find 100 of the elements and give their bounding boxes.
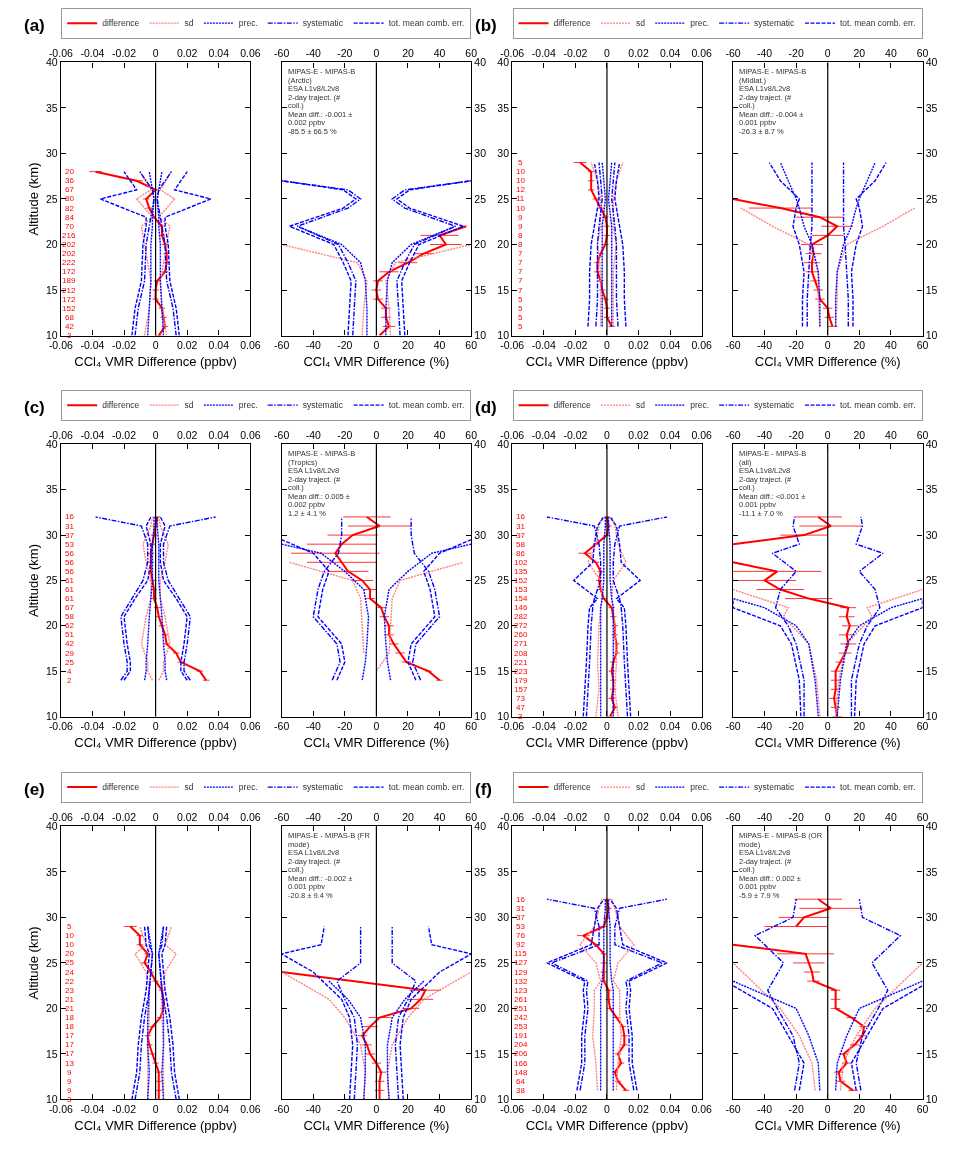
annotation: 5 — [518, 304, 523, 313]
annotation: 253 — [514, 1022, 528, 1031]
legend-label: tot. mean comb. err. — [388, 400, 465, 411]
x2-tick-label: 0.02 — [628, 720, 649, 733]
x2-tick-label: 0.02 — [176, 339, 198, 352]
x-tick-label: -0.04 — [531, 811, 556, 824]
x2-tick-label: 20 — [853, 1103, 866, 1116]
annotation: 2 — [67, 676, 72, 685]
annotation: 5 — [518, 158, 523, 167]
legend-label: sd — [635, 400, 646, 411]
y-tick-label: 20 — [925, 1002, 938, 1015]
x2-tick-label: 0.06 — [691, 720, 713, 733]
annotation: 16 — [516, 512, 526, 521]
annotation: 7 — [518, 258, 523, 267]
annotation: 261 — [514, 995, 528, 1004]
x-tick-label: -0.02 — [563, 429, 588, 442]
x-tick-label: -60 — [725, 811, 741, 824]
y-tick-label: 30 — [474, 911, 487, 924]
annotation: 9 — [67, 1077, 72, 1086]
x2-tick-label: 0.02 — [628, 1103, 649, 1116]
annotation: 208 — [514, 649, 528, 658]
x-tick-label: 0 — [604, 811, 611, 824]
x2-tick-label: 60 — [465, 1103, 478, 1116]
x-axis-title: CCl₄ VMR Difference (%) — [303, 353, 450, 369]
x-axis-title: CCl₄ VMR Difference (%) — [754, 353, 901, 369]
legend-label: prec. — [238, 18, 258, 29]
annotation: 53 — [65, 540, 75, 549]
annotation: 64 — [516, 1077, 526, 1086]
annotation: 68 — [65, 313, 75, 322]
annotation: 3 — [518, 712, 523, 721]
x2-tick-label: -0.04 — [80, 339, 105, 352]
x2-tick-label: -0.06 — [500, 339, 525, 352]
x-tick-label: -60 — [274, 47, 290, 60]
annotation: 38 — [516, 1086, 526, 1095]
x2-tick-label: -40 — [305, 720, 321, 733]
y-tick-label: 10 — [474, 710, 487, 723]
x2-tick-label: -40 — [756, 1103, 773, 1116]
x-tick-label: 40 — [885, 429, 897, 442]
legend-label: tot. mean comb. err. — [840, 18, 916, 29]
x2-tick-label: -0.04 — [531, 1103, 556, 1116]
y-tick-label: 30 — [497, 911, 510, 924]
x2-tick-label: 60 — [916, 1103, 929, 1116]
x-tick-label: 0.06 — [691, 811, 713, 824]
x-tick-label: -0.02 — [563, 811, 588, 824]
x-tick-label: 0 — [824, 47, 831, 60]
x-tick-label: 20 — [402, 47, 414, 60]
y-tick-label: 30 — [925, 911, 938, 924]
x-tick-label: -40 — [305, 429, 321, 442]
annotation: 56 — [65, 549, 75, 558]
x-tick-label: -60 — [725, 47, 741, 60]
x-tick-label: -60 — [725, 429, 741, 442]
x2-tick-label: -20 — [788, 1103, 804, 1116]
x2-tick-label: -40 — [305, 339, 321, 352]
legend-label: tot. mean comb. err. — [840, 400, 916, 411]
x-axis-title: CCl₄ VMR Difference (ppbv) — [74, 1117, 237, 1133]
y-tick-label: 25 — [45, 574, 58, 587]
chart-title: (e) — [24, 780, 45, 799]
x2-tick-label: -0.02 — [112, 720, 137, 733]
legend-label: difference — [553, 400, 591, 411]
annotation: 16 — [516, 895, 526, 904]
x2-tick-label: 40 — [433, 720, 446, 733]
x2-tick-label: -0.02 — [563, 339, 588, 352]
y-tick-label: 10 — [474, 1093, 487, 1106]
x-tick-label: 0 — [373, 811, 380, 824]
annotation: 76 — [516, 931, 526, 940]
y-axis-title: Altitude (km) — [25, 926, 41, 1000]
x-tick-label: -0.02 — [112, 811, 137, 824]
x-axis-title: CCl₄ VMR Difference (%) — [303, 734, 450, 750]
annotation: 9 — [518, 213, 523, 222]
y-tick-label: 15 — [474, 664, 487, 677]
x2-tick-label: 40 — [885, 1103, 897, 1116]
annotation: 260 — [514, 630, 528, 639]
annotation: 22 — [65, 977, 75, 986]
x2-tick-label: -0.04 — [80, 720, 105, 733]
x2-tick-label: 0.04 — [208, 1103, 230, 1116]
x-tick-label: 20 — [853, 429, 866, 442]
x-tick-label: 0.02 — [628, 47, 649, 60]
x2-tick-label: -20 — [337, 339, 353, 352]
annotation: 189 — [62, 276, 76, 285]
annotation: 212 — [62, 286, 76, 295]
y-tick-label: 35 — [497, 865, 510, 878]
x2-tick-label: 40 — [885, 720, 897, 733]
x-axis-title: CCl₄ VMR Difference (ppbv) — [525, 353, 689, 369]
x-tick-label: 0.06 — [240, 811, 261, 824]
x2-tick-label: 20 — [402, 339, 414, 352]
annotation: 191 — [514, 1031, 528, 1040]
y-tick-label: 20 — [497, 238, 510, 251]
annotation: 11 — [516, 194, 525, 203]
annotation: 3 — [67, 331, 72, 340]
y-tick-label: 30 — [925, 528, 938, 541]
annotation: 129 — [514, 968, 528, 977]
y-tick-label: 15 — [45, 664, 58, 677]
y-tick-label: 25 — [925, 574, 938, 587]
annotation: 251 — [514, 1004, 528, 1013]
x-tick-label: 0 — [373, 429, 380, 442]
x-axis-title: CCl₄ VMR Difference (ppbv) — [525, 734, 689, 750]
x-tick-label: 0.04 — [659, 47, 681, 60]
annotation: 20 — [65, 167, 75, 176]
legend-label: sd — [635, 782, 646, 793]
y-tick-label: 30 — [925, 147, 938, 160]
